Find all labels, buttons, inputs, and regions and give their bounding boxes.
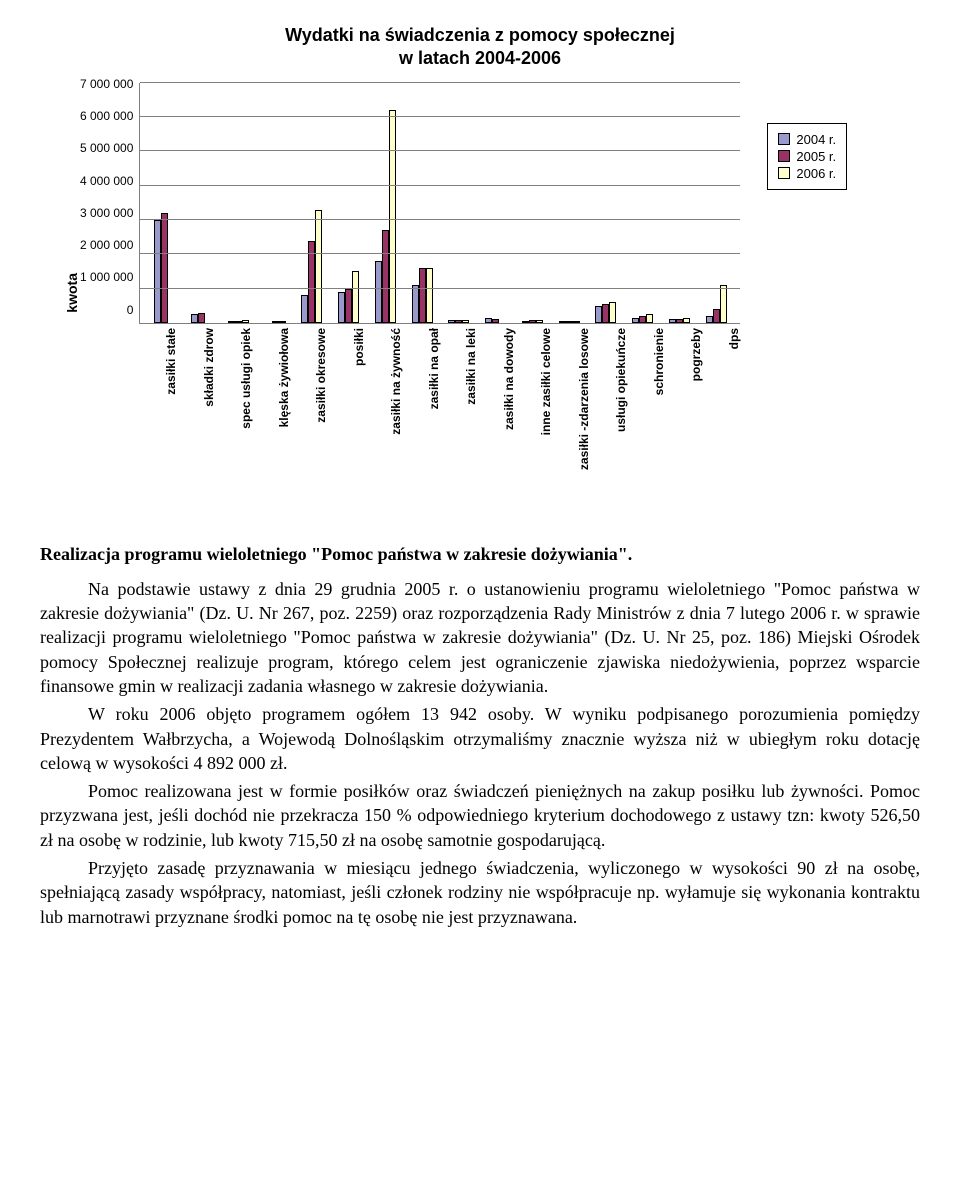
chart-title-line2: w latach 2004-2006 [399,48,561,68]
x-label: zasiłki na opał [408,324,446,504]
chart-legend: 2004 r. 2005 r. 2006 r. [767,123,847,190]
paragraph: Na podstawie ustawy z dnia 29 grudnia 20… [40,577,920,698]
bar [492,319,499,322]
bar [419,268,426,323]
y-tick: 1 000 000 [80,270,133,284]
x-label: posiłki [333,324,371,504]
bar [352,271,359,322]
paragraph: W roku 2006 objęto programem ogółem 13 9… [40,702,920,775]
bar [426,268,433,323]
bar [448,320,455,323]
bar [382,230,389,323]
bar [559,321,566,323]
y-tick: 3 000 000 [80,206,133,220]
x-label: zasiłki -zdarzenia losowe [558,324,596,504]
bar [228,321,235,323]
legend-swatch [778,150,790,162]
bar [720,285,727,323]
bar [706,316,713,323]
x-label: zasiłki na żywność [370,324,408,504]
x-label: klęska żywiołowa [258,324,296,504]
plot-area [139,83,740,324]
legend-item: 2006 r. [778,166,836,181]
x-label: zasiłki na leki [445,324,483,504]
bar [455,320,462,323]
bar [235,321,242,323]
legend-item: 2004 r. [778,132,836,147]
paragraph: Przyjęto zasadę przyznawania w miesiącu … [40,856,920,929]
legend-label: 2006 r. [796,166,836,181]
bar [529,320,536,322]
bar [713,309,720,323]
bar [536,320,543,323]
x-label: inne zasiłki celowe [520,324,558,504]
y-tick: 5 000 000 [80,141,133,155]
y-tick: 0 [80,303,133,317]
x-label: pogrzeby [670,324,708,504]
x-label: składki zdrow [183,324,221,504]
bar [566,321,573,323]
x-label: spec usługi opiek [220,324,258,504]
bar [301,295,308,322]
bar [522,321,529,323]
x-label: schronienie [633,324,671,504]
y-tick: 2 000 000 [80,238,133,252]
section-heading: Realizacja programu wieloletniego "Pomoc… [40,544,920,565]
y-tick: 6 000 000 [80,109,133,123]
bar [345,289,352,323]
y-tick: 7 000 000 [80,77,133,91]
legend-label: 2004 r. [796,132,836,147]
x-label: zasiłki na dowody [483,324,521,504]
legend-swatch [778,167,790,179]
bar [646,314,653,323]
x-axis-labels: zasiłki stałeskładki zdrowspec usługi op… [139,324,751,504]
bar [272,321,279,323]
legend-label: 2005 r. [796,149,836,164]
legend-swatch [778,133,790,145]
bar [595,306,602,323]
bar [338,292,345,323]
paragraph: Pomoc realizowana jest w formie posiłków… [40,779,920,852]
bar [573,321,580,323]
y-axis-ticks: 7 000 0006 000 0005 000 0004 000 0003 00… [80,83,139,323]
bar [602,304,609,323]
bar [375,261,382,323]
x-label: zasiłki okresowe [295,324,333,504]
x-label: dps [708,324,746,504]
bar [161,213,168,323]
bar [669,319,676,322]
bar [389,110,396,323]
bar [279,321,286,323]
chart-title: Wydatki na świadczenia z pomocy społeczn… [60,24,900,71]
x-label: zasiłki stałe [145,324,183,504]
y-axis-label: kwota [60,273,80,313]
bar [632,318,639,323]
bar [676,319,683,323]
legend-item: 2005 r. [778,149,836,164]
bar [154,220,161,323]
bar [485,318,492,323]
bar [198,313,205,323]
bar [639,316,646,323]
y-tick: 4 000 000 [80,174,133,188]
chart-title-line1: Wydatki na świadczenia z pomocy społeczn… [285,25,675,45]
bar [412,285,419,323]
bar [462,320,469,323]
bar [191,314,198,323]
bar [609,302,616,323]
bar [242,320,249,323]
expenses-chart: Wydatki na świadczenia z pomocy społeczn… [60,24,900,504]
x-label: usługi opiekuńcze [595,324,633,504]
bar [683,318,690,322]
bar [315,210,322,323]
